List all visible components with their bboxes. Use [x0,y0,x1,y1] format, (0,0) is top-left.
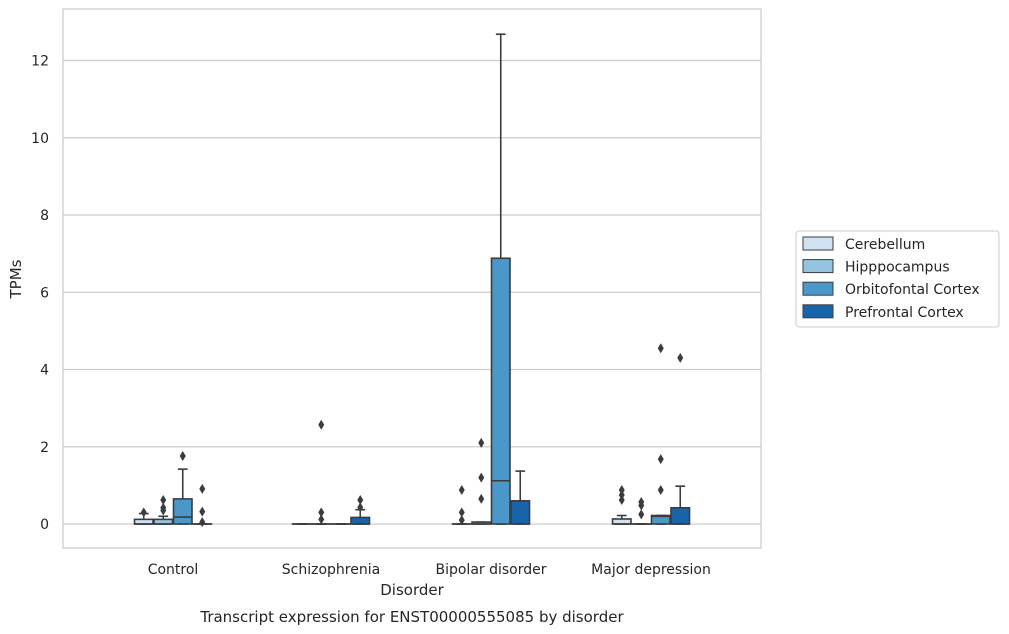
box [172,498,193,525]
x-axis-ticks: Control Schizophrenia Bipolar disorder Majo… [148,562,711,578]
legend-label: Cerebellum [845,237,925,253]
y-tick-label: 12 [31,54,49,70]
x-tick-label: Control [148,562,199,578]
outlier-point [677,352,684,363]
outlier-point [160,502,167,513]
legend-label: Prefrontal Cortex [845,305,964,321]
y-tick-label: 8 [40,208,49,224]
outlier-point [478,437,485,448]
outlier-point [199,506,206,517]
series-hipppocampus [153,419,652,525]
legend-swatch [802,304,834,319]
outlier-point [657,454,664,465]
plot-background [63,9,761,548]
y-tick-label: 4 [40,363,49,379]
box [510,500,531,525]
outlier-point [478,493,485,504]
outlier-point [160,495,167,506]
box [490,257,511,525]
series-prefrontal-cortex [192,352,691,528]
y-tick-label: 2 [40,440,49,456]
series-cerebellum [133,485,632,526]
outlier-point [638,509,645,520]
outlier-point [357,502,364,513]
box [350,516,371,525]
legend-swatch [802,281,834,296]
outlier-point [318,507,325,518]
outlier-point [357,495,364,506]
outlier-point [179,451,186,462]
legend-swatch [802,236,834,251]
y-axis-ticks: 0 2 4 6 8 10 12 [31,54,49,534]
series-orbitofontal-cortex [172,33,671,525]
legend-label: Orbitofontal Cortex [845,282,980,298]
legend-swatch [802,259,834,274]
outlier-point [458,485,465,496]
outlier-point [199,483,206,494]
x-tick-label: Bipolar disorder [435,562,546,578]
outlier-point [657,485,664,496]
outlier-point [618,495,625,506]
outlier-point [657,343,664,354]
outlier-point [318,514,325,525]
outlier-point [318,419,325,430]
outlier-point [458,507,465,518]
plot-frame [62,8,762,549]
legend-label: Hipppocampus [845,260,950,276]
x-axis-title: Disorder [380,581,444,599]
legend-frame [795,230,1000,328]
x-tick-label: Schizophrenia [282,562,380,578]
y-tick-label: 6 [40,285,49,301]
outlier-point [478,472,485,483]
outlier-point [618,485,625,496]
outlier-point [140,507,147,518]
x-tick-label: Major depression [591,562,711,578]
box [670,506,691,525]
box-series-layer [133,33,691,528]
outlier-point [458,515,465,526]
outlier-point [638,496,645,507]
outlier-point [618,490,625,501]
y-axis-title: TPMs [7,259,25,299]
legend: Cerebellum Hipppocampus Orbitofontal Corte… [795,230,1000,328]
outlier-point [199,517,206,528]
chart-caption: Transcript expression for ENST0000055508… [199,608,624,626]
gridlines [63,59,761,525]
y-tick-label: 10 [31,131,49,147]
y-tick-label: 0 [40,517,49,533]
